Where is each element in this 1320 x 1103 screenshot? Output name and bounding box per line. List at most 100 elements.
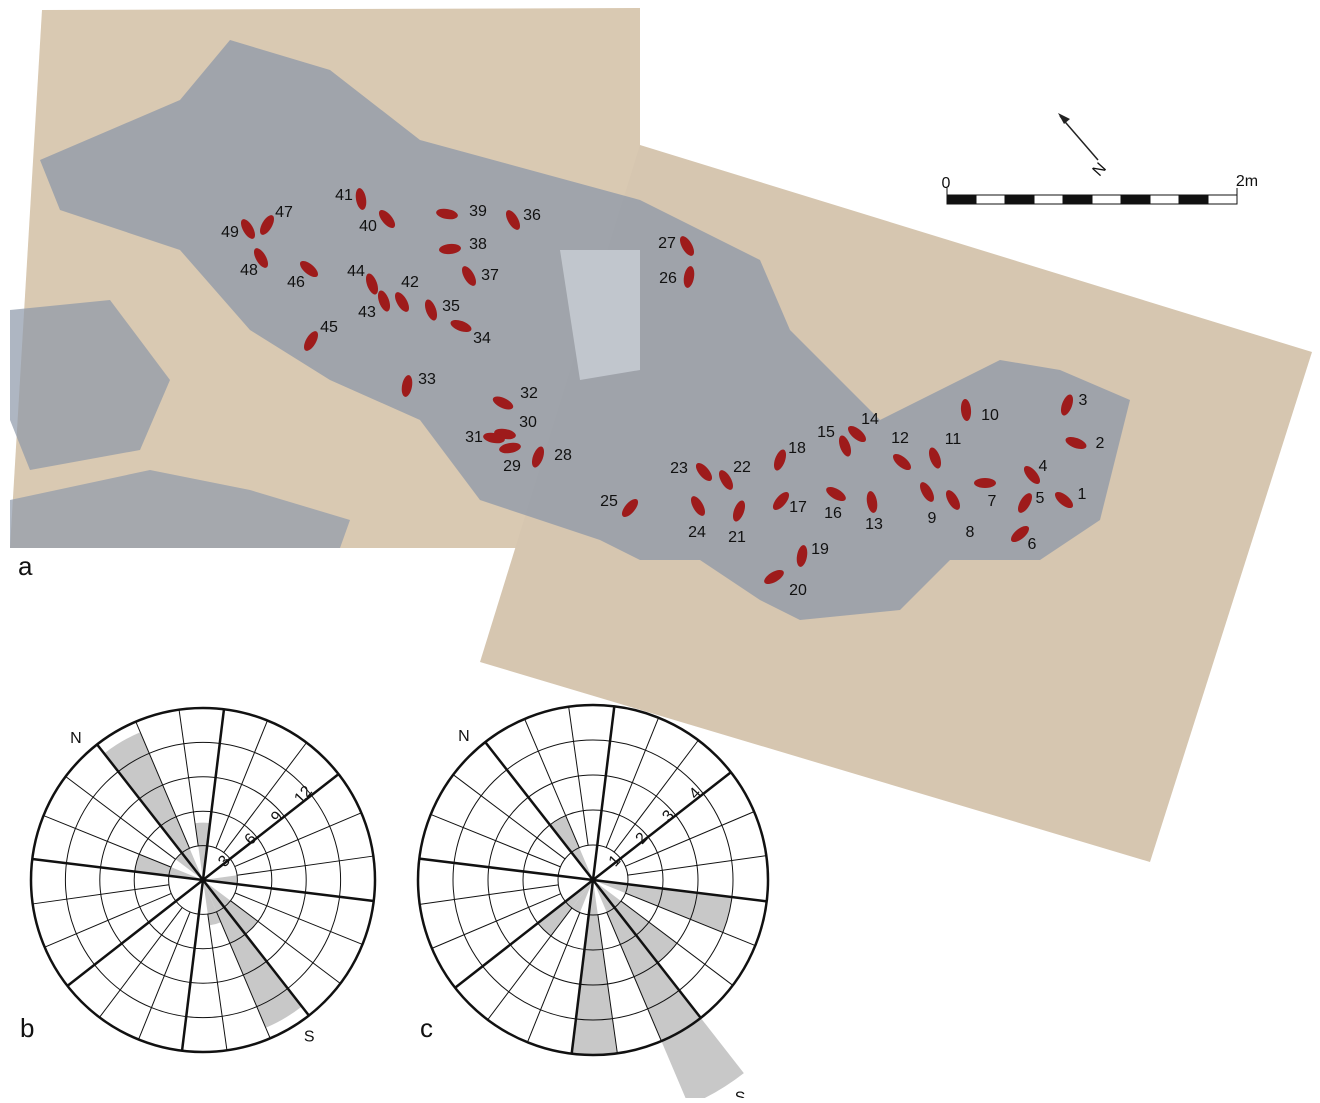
footprint	[439, 243, 461, 255]
footprint-label: 8	[966, 524, 975, 541]
footprint-label: 23	[670, 460, 688, 477]
footprint-label: 44	[347, 263, 365, 280]
radial-line	[620, 900, 734, 986]
footprint-label: 9	[928, 510, 937, 527]
radial-line	[65, 776, 176, 860]
footprint-label: 46	[287, 274, 305, 291]
footprint-label: 21	[728, 529, 746, 546]
footprint	[1060, 394, 1074, 416]
footprint-label: 24	[688, 524, 706, 541]
rose-sector	[593, 880, 744, 1103]
radial-line	[526, 912, 581, 1043]
footprint	[1023, 465, 1041, 485]
ring	[452, 739, 734, 1021]
footprint	[796, 545, 808, 567]
radial-line	[591, 706, 616, 881]
rose-sector	[203, 880, 302, 1028]
footprint	[483, 432, 505, 444]
footprint	[395, 292, 409, 312]
radial-line	[180, 879, 205, 1051]
footprint	[773, 449, 787, 471]
footprint	[401, 375, 413, 397]
radial-line	[223, 742, 307, 853]
footprint-label: 32	[520, 385, 538, 402]
radial-line	[484, 741, 594, 881]
scale-segment	[1033, 194, 1064, 205]
outer-ring	[416, 703, 770, 1057]
footprint	[424, 299, 438, 321]
outer-ring	[29, 706, 377, 1054]
radial-line	[43, 815, 172, 868]
ring	[168, 845, 238, 915]
footprint-label: 19	[811, 541, 829, 558]
footprint-label: 37	[481, 267, 499, 284]
footprint-label: 48	[240, 262, 258, 279]
radial-line	[202, 878, 374, 903]
ring	[487, 774, 699, 986]
footprint-label: 42	[401, 274, 419, 291]
radial-line	[570, 879, 595, 1054]
footprint	[695, 462, 713, 482]
footprint	[378, 209, 396, 229]
footprint	[506, 210, 520, 230]
footprint-label: 26	[659, 270, 677, 287]
radial-line	[431, 893, 561, 949]
scale-segment	[1120, 194, 1151, 205]
direction-label: N	[458, 728, 470, 745]
radial-line	[487, 907, 573, 1021]
footprint-label: 2	[1096, 435, 1105, 452]
radial-line	[234, 812, 362, 868]
radial-line	[99, 907, 183, 1018]
footprint-label: 33	[418, 371, 436, 388]
north-label: N	[1090, 160, 1110, 180]
footprint	[462, 266, 476, 286]
footprint	[355, 188, 367, 210]
north-arrowhead	[1058, 113, 1070, 124]
footprint	[450, 319, 472, 333]
scale-segment	[1207, 194, 1238, 205]
footprint	[732, 500, 746, 522]
footprint-label: 27	[658, 235, 676, 252]
footprint-label: 5	[1036, 490, 1045, 507]
footprint-label: 1	[1078, 486, 1087, 503]
radial-line	[96, 743, 204, 881]
scale-segment	[1149, 194, 1180, 205]
footprint	[826, 487, 846, 501]
footprint	[499, 442, 521, 454]
footprint-label: 25	[600, 493, 618, 510]
footprint-label: 47	[275, 204, 293, 221]
footprint-label: 40	[359, 218, 377, 235]
footprint	[683, 266, 695, 288]
radial-line	[627, 855, 767, 876]
radial-line	[135, 721, 191, 849]
radial-line	[32, 857, 204, 882]
rose-sector	[571, 880, 593, 913]
radial-line	[202, 879, 310, 1017]
radial-line	[419, 857, 594, 882]
footprint	[680, 236, 694, 256]
footprint	[920, 482, 934, 502]
radial-line	[592, 879, 702, 1019]
scale-label: 2m	[1236, 173, 1258, 190]
rose-sector	[549, 815, 593, 880]
direction-label: S	[304, 1029, 315, 1046]
scale-segment	[1091, 194, 1122, 205]
scale-segment	[1062, 194, 1093, 205]
footprint-label: 11	[945, 431, 962, 448]
footprint	[304, 331, 318, 351]
radial-line	[44, 892, 172, 948]
footprint-label: 13	[865, 516, 883, 533]
radial-line	[236, 855, 374, 876]
radial-line	[524, 718, 580, 848]
rose-sector	[104, 732, 203, 880]
radial-line	[201, 709, 226, 881]
footprint	[436, 208, 458, 220]
footprint-label: 36	[523, 207, 541, 224]
footprint	[260, 215, 274, 235]
radial-line	[32, 884, 170, 905]
footprint-label: 49	[221, 224, 239, 241]
footprint	[847, 425, 867, 443]
rose-sector	[203, 880, 258, 935]
radial-line	[597, 914, 618, 1054]
